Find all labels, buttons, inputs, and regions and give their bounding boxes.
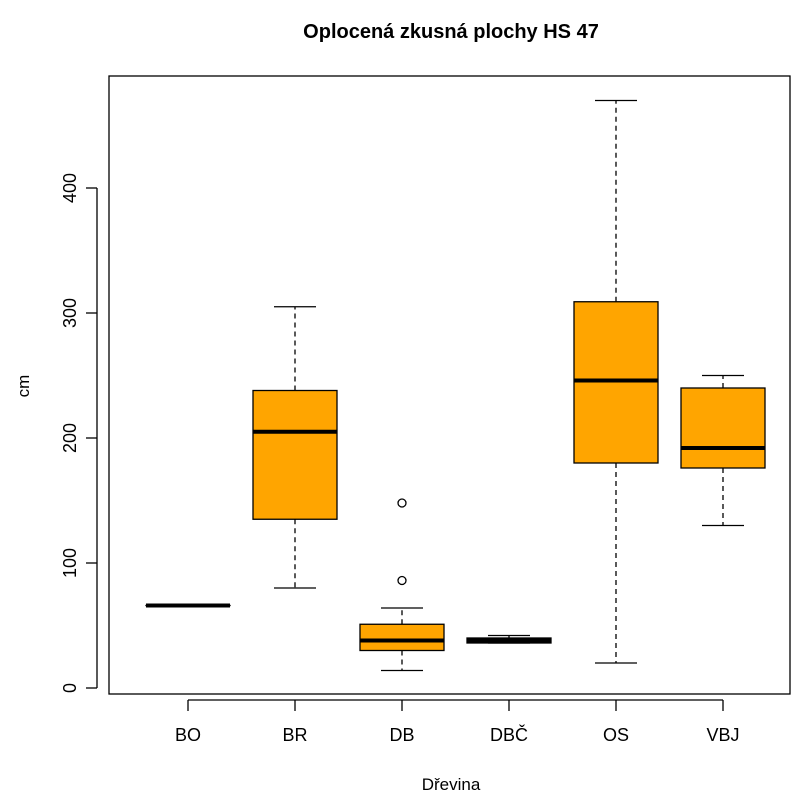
outlier-point bbox=[397, 575, 407, 586]
x-axis-label: Dřevina bbox=[422, 775, 481, 794]
y-tick-label: 400 bbox=[60, 173, 80, 203]
y-tick-label: 200 bbox=[60, 423, 80, 453]
boxes bbox=[145, 99, 766, 672]
x-tick-label: OS bbox=[603, 725, 629, 745]
x-tick-label: DBČ bbox=[490, 724, 528, 745]
box-iqr bbox=[680, 387, 766, 469]
box-iqr bbox=[252, 389, 338, 520]
box-DBČ bbox=[466, 634, 552, 644]
y-tick-label: 300 bbox=[60, 298, 80, 328]
y-tick-label: 100 bbox=[60, 548, 80, 578]
box-DB bbox=[359, 498, 445, 672]
x-tick-label: VBJ bbox=[706, 725, 739, 745]
x-axis: BO BR DB DBČ OS VBJ bbox=[175, 699, 740, 745]
box-iqr bbox=[359, 623, 445, 652]
y-axis-label: cm bbox=[14, 375, 33, 398]
box-VBJ bbox=[680, 374, 766, 527]
outlier-point bbox=[397, 498, 407, 508]
plot-frame bbox=[108, 75, 791, 695]
x-tick-label: BO bbox=[175, 725, 201, 745]
y-tick-label: 0 bbox=[60, 683, 80, 693]
x-tick-label: BR bbox=[282, 725, 307, 745]
box-BR bbox=[252, 306, 338, 589]
y-axis: 0 100 200 300 400 bbox=[60, 173, 98, 693]
x-tick-label: DB bbox=[389, 725, 414, 745]
box-OS bbox=[573, 99, 659, 664]
chart-title: Oplocená zkusná plochy HS 47 bbox=[303, 21, 599, 43]
